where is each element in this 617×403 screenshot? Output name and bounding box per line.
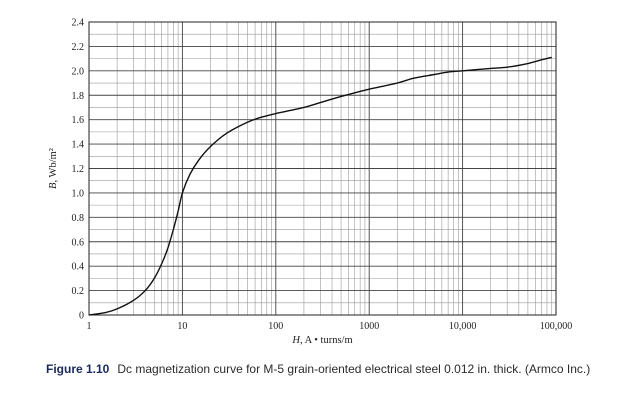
x-tick-label: 100 [268, 321, 283, 332]
y-tick-label: 2.2 [72, 42, 85, 53]
y-axis-label-symbol: B [48, 182, 59, 189]
y-tick-label: 2.0 [72, 66, 85, 77]
y-tick-label: 0.6 [72, 237, 85, 248]
figure-caption-text: Dc magnetization curve for M-5 grain-ori… [117, 362, 591, 376]
x-axis-label-symbol: H [291, 335, 301, 346]
y-tick-label: 1.2 [72, 164, 85, 175]
y-tick-label: 0.4 [72, 262, 85, 273]
figure-caption-label: Figure 1.10 [46, 362, 110, 376]
x-tick-label: 10 [177, 321, 187, 332]
major-gridlines [88, 21, 557, 316]
y-axis-label: B, Wb/m² [48, 148, 59, 189]
y-tick-label: 0.8 [72, 213, 85, 224]
y-tick-label: 0.2 [72, 286, 85, 297]
x-tick-label: 10,000 [449, 321, 477, 332]
y-tick-label: 0 [79, 311, 84, 322]
y-axis-label-units: , Wb/m² [48, 148, 59, 182]
y-tick-label: 2.4 [72, 18, 85, 29]
y-tick-label: 1.4 [72, 140, 85, 151]
y-tick-label: 1.6 [72, 115, 85, 126]
x-tick-label: 1 [87, 321, 92, 332]
y-tick-label: 1.0 [72, 188, 85, 199]
series-line [88, 56, 552, 316]
x-tick-labels: 1 10 100 1000 10,000 100,000 [87, 321, 573, 332]
x-axis-label-units: , A • turns/m [300, 335, 353, 346]
x-tick-label: 100,000 [540, 321, 573, 332]
x-axis-label: H, A • turns/m [291, 335, 352, 346]
x-tick-label: 1000 [359, 321, 379, 332]
y-tick-label: 1.8 [72, 91, 85, 102]
figure-caption: Figure 1.10 Dc magnetization curve for M-… [46, 361, 606, 377]
y-tick-labels: 0 0.2 0.4 0.6 0.8 1.0 1.2 1.4 1.6 1.8 2.0 2.2 2.4 [72, 18, 85, 322]
plot-frame [88, 21, 557, 316]
